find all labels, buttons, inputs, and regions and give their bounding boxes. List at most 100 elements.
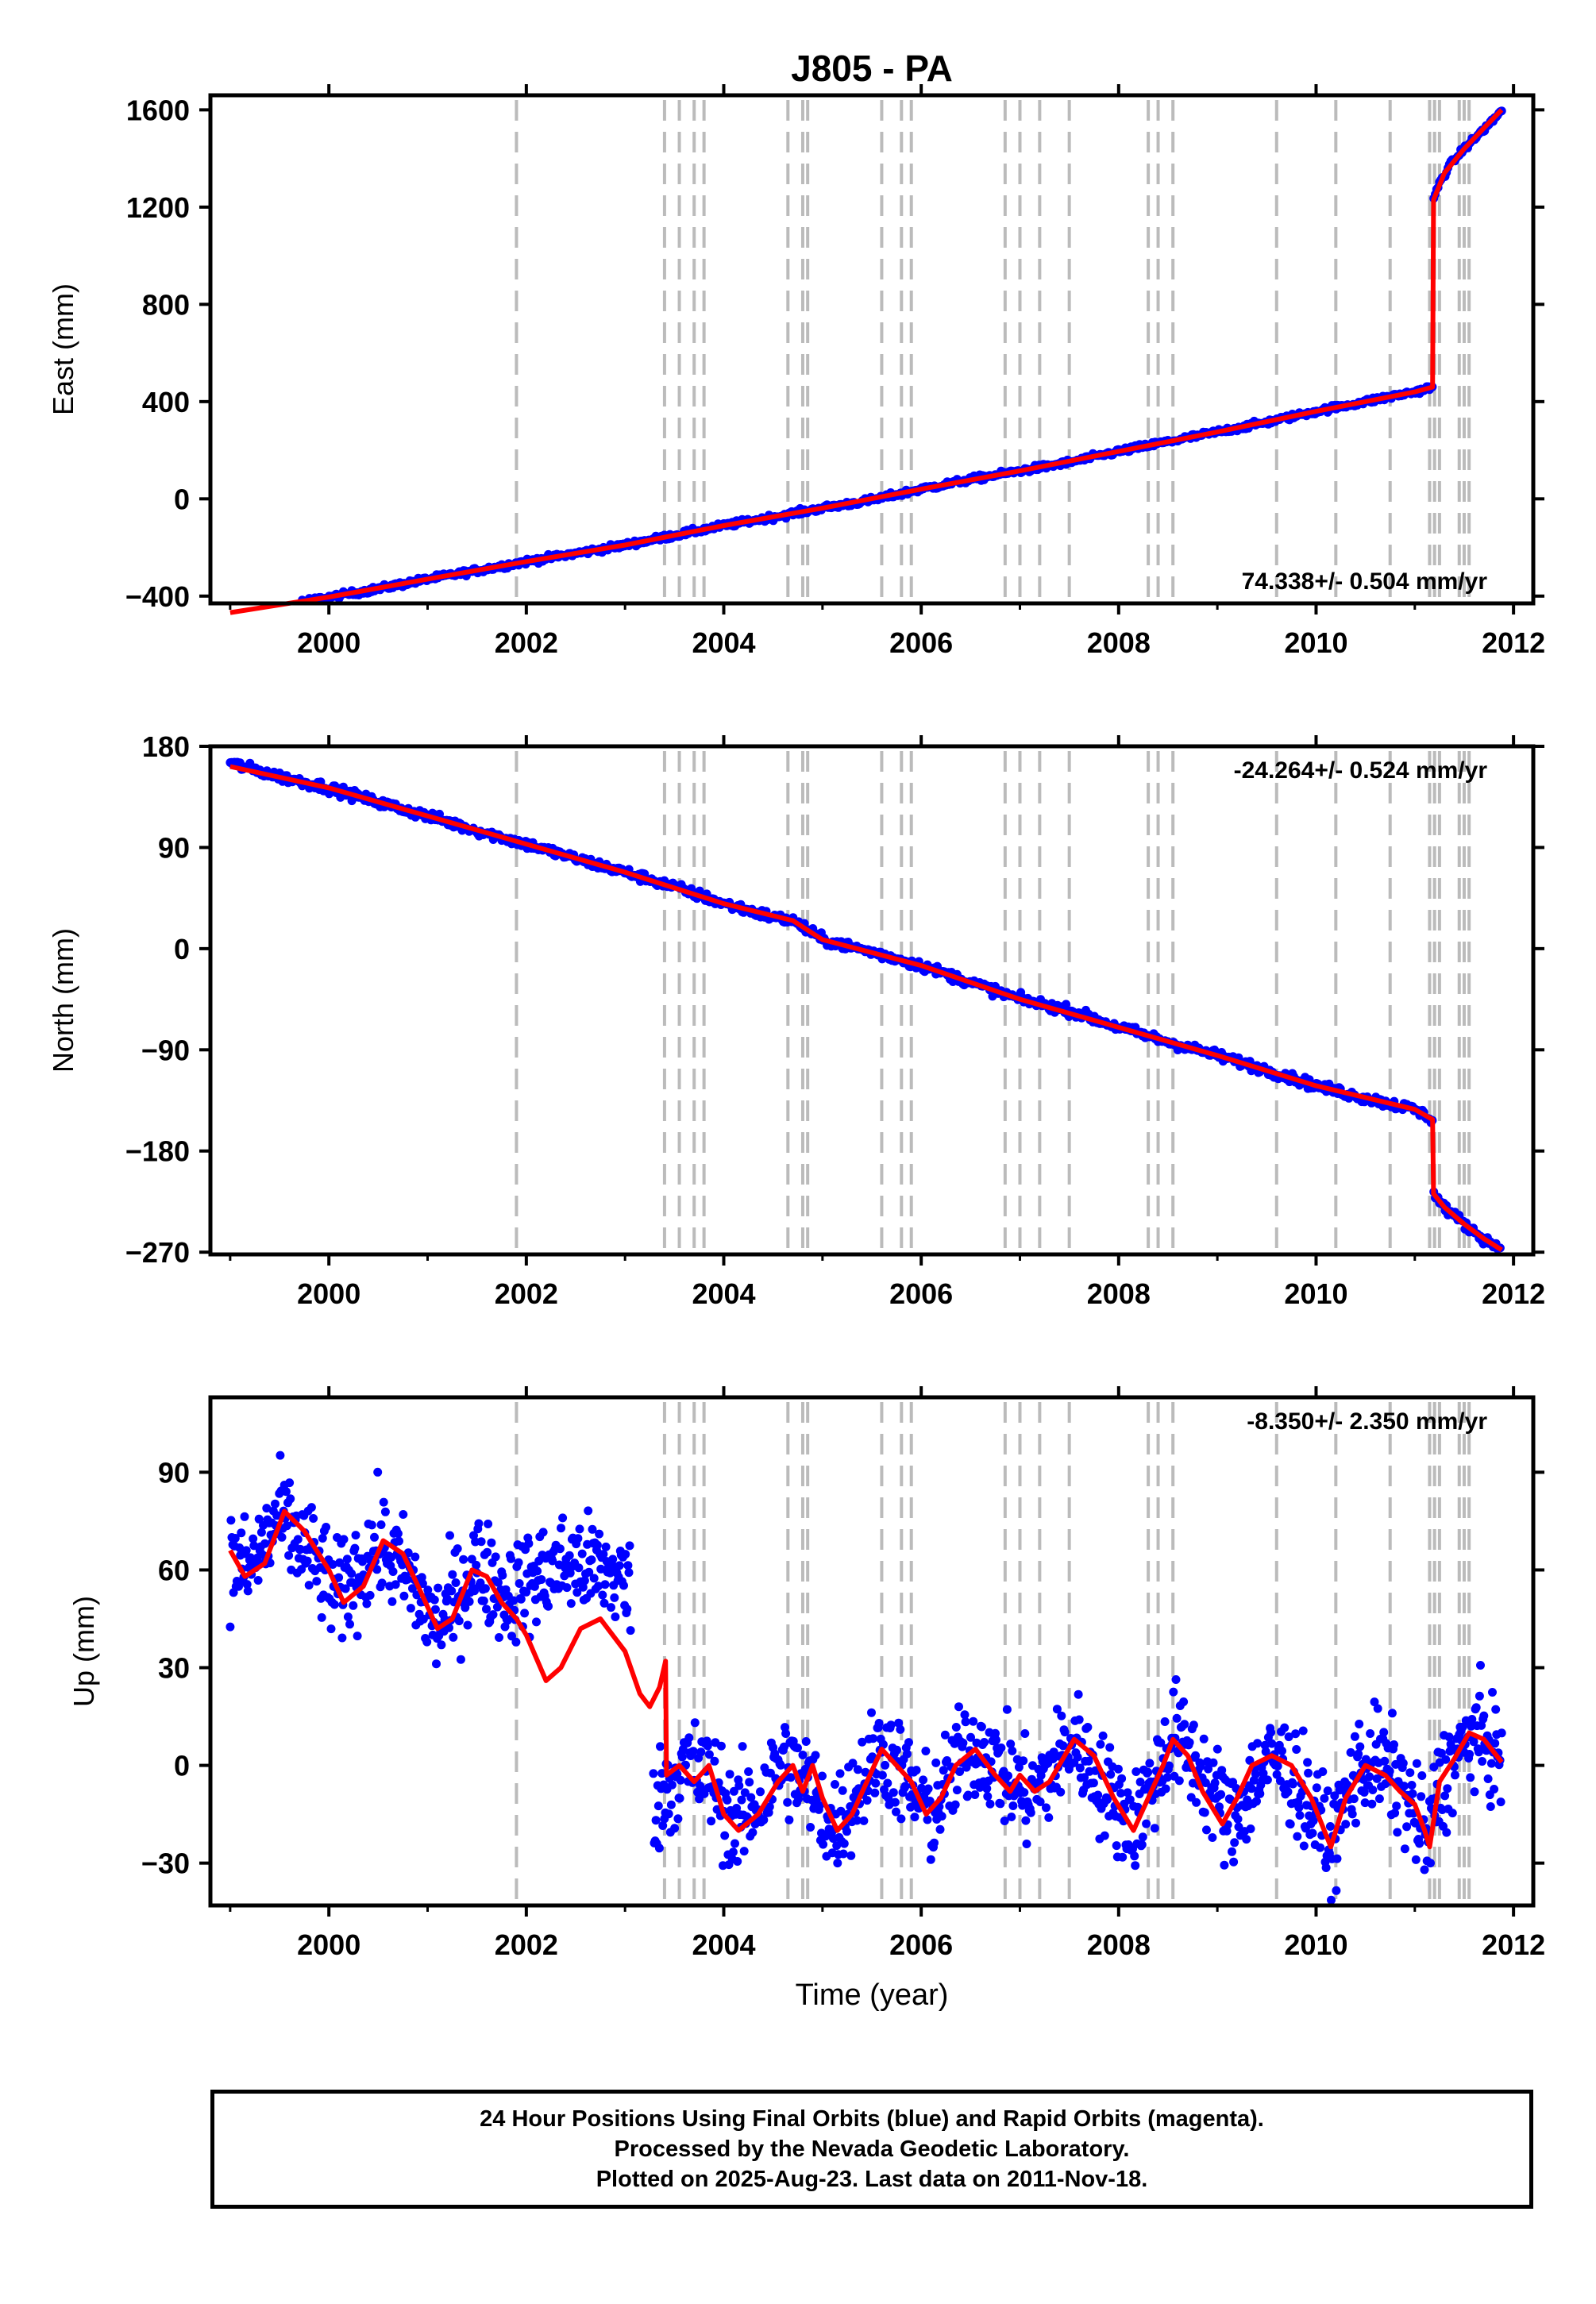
y-tick-label: 1200 [126, 191, 190, 224]
data-point [353, 1632, 362, 1641]
data-point [739, 1847, 749, 1856]
data-point [1267, 1739, 1277, 1748]
data-point [1291, 1729, 1301, 1739]
data-point [619, 1581, 628, 1590]
data-point [848, 1759, 858, 1768]
data-point [1172, 1713, 1182, 1723]
data-point [658, 1821, 668, 1830]
data-point [1035, 1797, 1045, 1806]
data-point [1252, 1797, 1261, 1806]
data-point [472, 1560, 481, 1570]
data-point [1391, 1759, 1401, 1769]
data-point [611, 1612, 620, 1621]
data-point [1466, 1773, 1475, 1782]
data-point [1275, 1776, 1285, 1786]
data-point [411, 1552, 420, 1562]
x-tick-label: 2008 [1087, 626, 1151, 659]
x-tick-label: 2004 [692, 626, 755, 659]
data-point [286, 1494, 295, 1504]
data-point [1185, 1738, 1194, 1747]
data-point [262, 1504, 272, 1513]
data-point [969, 1716, 978, 1726]
data-point [737, 1795, 746, 1805]
data-point [1368, 1786, 1378, 1794]
data-point [1021, 1816, 1031, 1825]
data-point [720, 1831, 730, 1840]
data-point [342, 1555, 352, 1564]
data-point [1320, 1793, 1329, 1803]
x-axis-label: Time (year) [796, 1978, 949, 2012]
data-point [1201, 1778, 1210, 1787]
plot-frame [208, 1395, 1536, 1908]
data-point [980, 1738, 989, 1747]
data-point [1292, 1745, 1301, 1754]
data-point [276, 1451, 285, 1460]
data-point [1402, 1822, 1412, 1832]
data-point [380, 1507, 390, 1516]
y-tick-label: 400 [142, 386, 190, 418]
data-point [1470, 1787, 1479, 1797]
data-point [453, 1544, 462, 1554]
data-point [1007, 1813, 1016, 1821]
data-point [892, 1807, 900, 1817]
data-point [347, 1569, 357, 1578]
data-point [1407, 1781, 1417, 1790]
x-tick-label: 2000 [297, 626, 360, 659]
data-point [765, 1802, 774, 1812]
data-point [734, 1781, 744, 1790]
data-point [387, 1597, 397, 1606]
y-tick-label: 30 [158, 1652, 190, 1685]
data-point [1475, 1691, 1484, 1701]
data-point [716, 1741, 726, 1751]
data-point [1113, 1764, 1123, 1774]
x-tick-label: 2000 [297, 1277, 360, 1310]
data-point [862, 1796, 872, 1805]
y-axis-label: North (mm) [47, 928, 79, 1073]
footer-info-box: 24 Hour Positions Using Final Orbits (bl… [210, 2090, 1533, 2209]
data-point [580, 1576, 589, 1585]
data-point [399, 1591, 409, 1601]
data-point [653, 1801, 663, 1811]
data-point [495, 1633, 503, 1642]
data-point [1075, 1763, 1085, 1773]
data-point [912, 1766, 921, 1775]
data-point [240, 1512, 249, 1521]
data-point [657, 1769, 667, 1778]
data-point [952, 1786, 962, 1795]
data-point [1138, 1832, 1147, 1842]
data-point [589, 1574, 599, 1583]
data-point [1405, 1768, 1415, 1778]
data-point [406, 1604, 415, 1613]
data-point [1309, 1816, 1318, 1825]
data-point [1103, 1795, 1112, 1805]
data-point [838, 1849, 848, 1859]
rate-annotation: 74.338+/- 0.504 mm/yr [1242, 568, 1488, 595]
data-point [596, 1564, 606, 1574]
data-point [1116, 1789, 1126, 1798]
y-tick-label: 800 [142, 288, 190, 321]
data-point [1332, 1886, 1341, 1895]
data-point [312, 1577, 322, 1586]
data-point [1349, 1794, 1359, 1804]
data-point [403, 1574, 412, 1584]
data-point [1135, 1778, 1145, 1786]
data-point [977, 1722, 986, 1732]
data-point [434, 1583, 443, 1593]
data-point [1105, 1743, 1115, 1752]
data-point [575, 1524, 584, 1534]
data-point [1246, 1824, 1255, 1833]
data-point [738, 1742, 747, 1751]
data-point [874, 1719, 884, 1728]
data-point [391, 1580, 400, 1589]
data-point [377, 1578, 387, 1588]
data-point [599, 1550, 608, 1559]
data-point [1294, 1803, 1304, 1813]
data-point [1488, 1688, 1497, 1697]
data-point [599, 1598, 609, 1608]
data-point [950, 1800, 960, 1809]
data-point [1199, 1734, 1209, 1743]
data-point [544, 1601, 553, 1611]
data-point [1202, 1825, 1211, 1835]
data-point [1073, 1752, 1082, 1762]
data-point [511, 1637, 521, 1647]
